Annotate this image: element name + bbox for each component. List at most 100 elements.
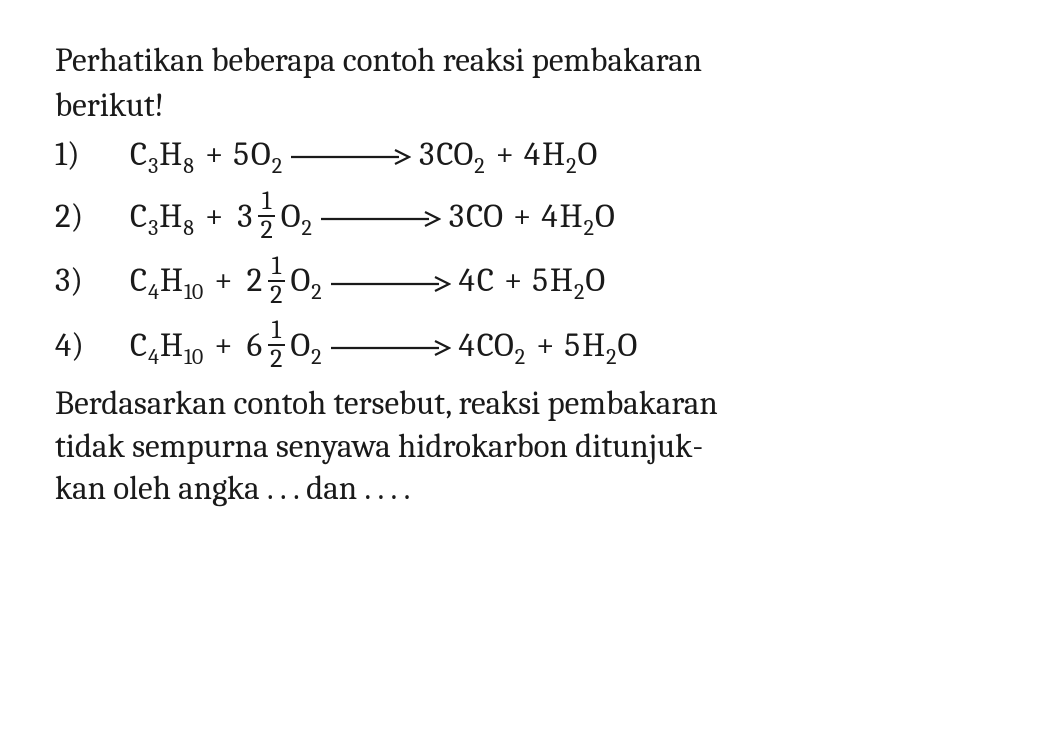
chemical-species: CO2	[477, 321, 526, 372]
element-symbol: C	[130, 256, 147, 307]
plus-operator: +	[214, 256, 232, 307]
fraction-denominator: 2	[256, 217, 276, 244]
subscript: 2	[474, 149, 484, 183]
mixed-fraction: 612	[247, 318, 287, 375]
plus-operator: +	[214, 321, 232, 372]
plus-operator: +	[513, 192, 531, 243]
element-symbol: O	[578, 130, 598, 181]
element-symbol: H	[160, 321, 183, 372]
chemical-species: C4H10	[130, 256, 204, 307]
subscript: 2	[272, 149, 282, 183]
element-symbol: O	[494, 321, 514, 372]
element-symbol: O	[290, 321, 310, 372]
subscript: 3	[148, 211, 158, 245]
fraction-numerator: 1	[268, 317, 285, 346]
element-symbol: H	[560, 192, 583, 243]
element-symbol: H	[159, 192, 182, 243]
chemical-species: C3H8	[130, 192, 195, 243]
fraction-denominator: 2	[266, 346, 286, 373]
outro-line-1: Berdasarkan contoh tersebut, reaksi pemb…	[55, 383, 992, 426]
coefficient: 5	[233, 130, 249, 181]
coefficient: 3	[449, 192, 464, 243]
equation-number: 2)	[55, 192, 130, 243]
coefficient: 5	[532, 256, 548, 307]
reaction-arrow-icon	[321, 209, 441, 229]
subscript: 2	[302, 211, 312, 245]
subscript: 2	[311, 275, 321, 309]
element-symbol: H	[159, 130, 182, 181]
coefficient: 4	[459, 321, 475, 372]
equation-row: 4)C4H10+612O2 4CO2+5H2O	[55, 318, 992, 375]
equation-body: C3H8+5O2 3CO2+4H2O	[130, 130, 597, 181]
outro-text: Berdasarkan contoh tersebut, reaksi pemb…	[55, 383, 992, 512]
fraction: 12	[256, 188, 276, 245]
fraction: 12	[266, 317, 286, 374]
chemical-species: CO	[466, 192, 503, 243]
chemical-species: H2O	[550, 256, 605, 307]
subscript: 10	[184, 275, 203, 309]
subscript: 2	[584, 211, 594, 245]
coefficient: 4	[524, 130, 540, 181]
element-symbol: O	[595, 192, 615, 243]
fraction-denominator: 2	[266, 282, 286, 309]
chemical-species: O2	[251, 130, 283, 181]
element-symbol: H	[550, 256, 573, 307]
mixed-fraction: 212	[247, 254, 287, 311]
element-symbol: H	[160, 256, 183, 307]
element-symbol: H	[582, 321, 605, 372]
chemical-species: H2O	[582, 321, 637, 372]
subscript: 2	[574, 275, 584, 309]
element-symbol: C	[436, 130, 453, 181]
element-symbol: C	[466, 192, 483, 243]
reaction-arrow-icon	[331, 274, 451, 294]
reaction-arrow-icon	[331, 338, 451, 358]
outro-line-2: tidak sempurna senyawa hidrokarbon ditun…	[55, 426, 992, 469]
equation-list: 1)C3H8+5O2 3CO2+4H2O2)C3H8+312O2 3CO+4H2…	[55, 130, 992, 375]
element-symbol: C	[477, 321, 494, 372]
plus-operator: +	[496, 130, 514, 181]
fraction-numerator: 1	[258, 188, 275, 217]
coefficient: 4	[541, 192, 557, 243]
chemical-species: C	[477, 256, 494, 307]
chemistry-problem: Perhatikan beberapa contoh reaksi pembak…	[55, 40, 992, 511]
subscript: 10	[184, 340, 203, 374]
element-symbol: O	[281, 192, 301, 243]
element-symbol: C	[130, 192, 147, 243]
reaction-arrow-icon	[291, 147, 411, 167]
chemical-species: H2O	[542, 130, 597, 181]
coefficient: 3	[419, 130, 434, 181]
element-symbol: C	[130, 130, 147, 181]
subscript: 2	[566, 149, 576, 183]
subscript: 8	[183, 211, 194, 245]
chemical-species: H2O	[560, 192, 615, 243]
chemical-species: O2	[281, 192, 313, 243]
outro-line-3: kan oleh angka . . . dan . . . .	[55, 468, 992, 511]
plus-operator: +	[536, 321, 554, 372]
chemical-species: O2	[290, 256, 322, 307]
fraction: 12	[266, 253, 286, 310]
fraction-whole: 2	[247, 256, 263, 307]
subscript: 2	[606, 340, 616, 374]
coefficient: 5	[564, 321, 580, 372]
subscript: 4	[148, 275, 159, 309]
fraction-numerator: 1	[268, 253, 285, 282]
equation-body: C3H8+312O2 3CO+4H2O	[130, 189, 615, 246]
element-symbol: O	[483, 192, 503, 243]
equation-row: 3)C4H10+212O2 4C+5H2O	[55, 254, 992, 311]
intro-line-1: Perhatikan beberapa contoh reaksi pembak…	[55, 40, 992, 83]
subscript: 4	[148, 340, 159, 374]
equation-number: 1)	[55, 130, 130, 181]
equation-body: C4H10+212O2 4C+5H2O	[130, 254, 605, 311]
fraction-whole: 3	[237, 192, 252, 243]
element-symbol: O	[585, 256, 605, 307]
coefficient: 4	[459, 256, 475, 307]
equation-number: 4)	[55, 321, 130, 372]
subscript: 2	[515, 340, 525, 374]
element-symbol: H	[542, 130, 565, 181]
subscript: 8	[183, 149, 194, 183]
chemical-species: C3H8	[130, 130, 195, 181]
element-symbol: O	[290, 256, 310, 307]
equation-number: 3)	[55, 256, 130, 307]
equation-row: 1)C3H8+5O2 3CO2+4H2O	[55, 130, 992, 181]
chemical-species: C4H10	[130, 321, 204, 372]
